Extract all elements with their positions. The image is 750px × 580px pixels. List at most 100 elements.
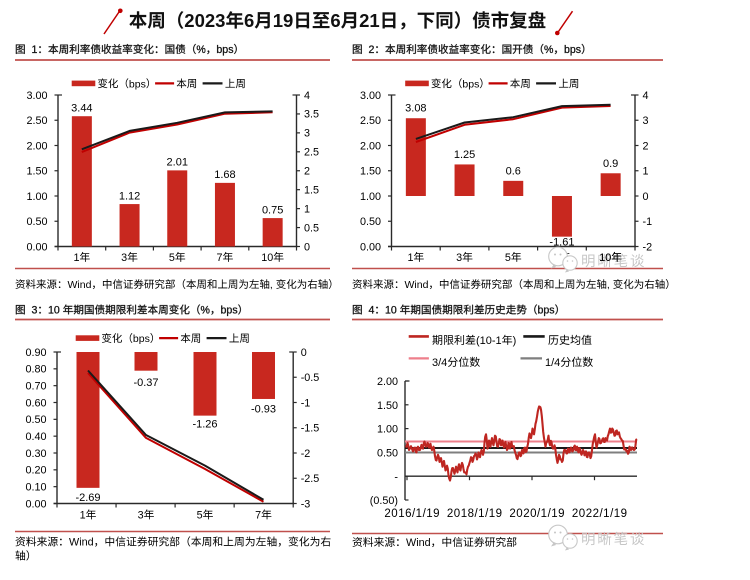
svg-text:2023: 2023 [184, 10, 225, 31]
svg-text:0.00: 0.00 [26, 241, 47, 253]
svg-text:(0.50): (0.50) [370, 495, 398, 507]
svg-text:1.68: 1.68 [214, 169, 235, 181]
svg-text:2022/1/19: 2022/1/19 [572, 508, 628, 520]
svg-text:Wind: Wind [68, 279, 92, 291]
svg-text:0.80: 0.80 [25, 364, 46, 376]
svg-text:0.50: 0.50 [25, 414, 46, 426]
svg-text:0.5: 0.5 [304, 222, 319, 234]
svg-text:0.6: 0.6 [506, 165, 521, 177]
svg-text:,: , [270, 279, 273, 291]
svg-text:(10-1: (10-1 [476, 335, 502, 347]
svg-text:1: 1 [304, 203, 310, 215]
svg-text:bps: bps [538, 305, 555, 317]
svg-text:10: 10 [261, 252, 273, 264]
svg-text:,: , [607, 279, 610, 291]
svg-text:0: 0 [304, 241, 310, 253]
svg-text:-1.26: -1.26 [192, 419, 217, 431]
svg-text:-: - [394, 471, 398, 483]
svg-text:0.70: 0.70 [25, 380, 46, 392]
svg-text:1.00: 1.00 [377, 424, 398, 436]
svg-text:1: 1 [80, 510, 86, 522]
svg-text:-0.37: -0.37 [133, 377, 158, 389]
svg-text:0.9: 0.9 [603, 158, 618, 170]
svg-text:2.00: 2.00 [26, 140, 47, 152]
svg-text:3: 3 [138, 510, 144, 522]
svg-text:%: % [196, 44, 206, 56]
svg-text:21: 21 [359, 10, 380, 31]
svg-text:1.5: 1.5 [304, 184, 319, 196]
svg-text:-0.93: -0.93 [251, 403, 276, 415]
svg-text:19: 19 [273, 10, 294, 31]
svg-text:0.50: 0.50 [26, 216, 47, 228]
svg-text:2.00: 2.00 [377, 376, 398, 388]
svg-text:2: 2 [368, 44, 374, 56]
svg-text:2.01: 2.01 [167, 157, 188, 169]
svg-text:2.50: 2.50 [360, 115, 381, 127]
svg-text:bps: bps [462, 78, 479, 90]
svg-text:1: 1 [31, 44, 37, 56]
svg-text:2.50: 2.50 [26, 115, 47, 127]
svg-text:2: 2 [304, 166, 310, 178]
svg-text:1.00: 1.00 [26, 191, 47, 203]
svg-text:0: 0 [643, 191, 649, 203]
svg-text:0.90: 0.90 [25, 347, 46, 359]
svg-text:0.00: 0.00 [25, 498, 46, 510]
svg-text:4: 4 [643, 90, 649, 102]
svg-text:0.20: 0.20 [25, 465, 46, 477]
svg-text:-1.61: -1.61 [549, 236, 574, 248]
svg-text:1.50: 1.50 [26, 166, 47, 178]
svg-text:0.75: 0.75 [262, 204, 283, 216]
svg-text:0.10: 0.10 [25, 481, 46, 493]
svg-text:0.50: 0.50 [360, 216, 381, 228]
svg-text:bps: bps [564, 44, 581, 56]
svg-text:3.5: 3.5 [304, 109, 319, 121]
svg-text:10: 10 [599, 252, 611, 264]
svg-text:10: 10 [48, 305, 60, 317]
svg-text:7: 7 [255, 510, 261, 522]
svg-text:4: 4 [304, 90, 310, 102]
svg-text:2: 2 [643, 140, 649, 152]
svg-text:bps: bps [133, 333, 150, 345]
svg-text:-2.5: -2.5 [301, 473, 320, 485]
svg-text:-2: -2 [301, 448, 311, 460]
svg-text:3: 3 [456, 252, 462, 264]
svg-text:0.00: 0.00 [360, 241, 381, 253]
svg-text:5: 5 [505, 252, 511, 264]
svg-text:0.30: 0.30 [25, 448, 46, 460]
svg-text:-1.5: -1.5 [301, 423, 320, 435]
svg-text:0.40: 0.40 [25, 431, 46, 443]
svg-text:%: % [544, 44, 554, 56]
svg-text:0: 0 [301, 347, 307, 359]
svg-text:7: 7 [217, 252, 223, 264]
svg-text:bps: bps [216, 44, 233, 56]
svg-text:bps: bps [129, 78, 146, 90]
svg-text:3.00: 3.00 [360, 90, 381, 102]
svg-text:-1: -1 [643, 216, 653, 228]
svg-text:-2: -2 [643, 241, 653, 253]
svg-text:2020/1/19: 2020/1/19 [509, 508, 565, 520]
svg-text:1.50: 1.50 [377, 400, 398, 412]
svg-text:3: 3 [643, 115, 649, 127]
svg-text:Wind: Wind [406, 537, 431, 549]
svg-text:1: 1 [73, 252, 79, 264]
svg-text:2016/1/19: 2016/1/19 [384, 508, 440, 520]
svg-text:1.12: 1.12 [119, 190, 140, 202]
svg-text:Wind: Wind [69, 537, 94, 549]
svg-text:bps: bps [221, 305, 238, 317]
svg-text:3.08: 3.08 [405, 103, 426, 115]
svg-text:-1: -1 [301, 397, 311, 409]
svg-text:1: 1 [407, 252, 413, 264]
svg-text:10: 10 [385, 305, 397, 317]
svg-text:-3: -3 [301, 498, 311, 510]
svg-text:3/4: 3/4 [432, 357, 447, 369]
svg-text:3: 3 [31, 305, 37, 317]
svg-text:3.44: 3.44 [71, 103, 92, 115]
svg-text:1.00: 1.00 [360, 191, 381, 203]
svg-text:0.60: 0.60 [25, 397, 46, 409]
svg-text:2.5: 2.5 [304, 147, 319, 159]
svg-text:6: 6 [330, 10, 340, 31]
svg-text:0.50: 0.50 [377, 448, 398, 460]
svg-text:Wind: Wind [405, 279, 429, 291]
svg-text:3: 3 [121, 252, 127, 264]
svg-text:4: 4 [368, 305, 374, 317]
